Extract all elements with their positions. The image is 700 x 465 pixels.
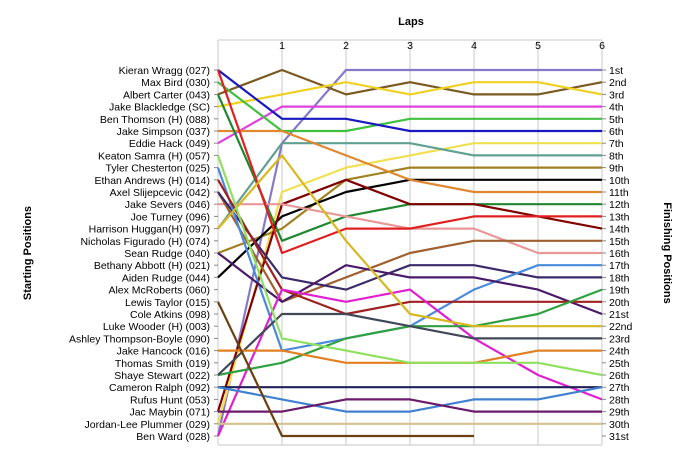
finishing-position-label: 11th [609,187,629,199]
finishing-position-label: 17th [609,260,630,272]
starting-position-label: Cameron Ralph (092) [109,382,210,394]
y-left-axis-title: Starting Positions [22,206,34,300]
x-axis-title: Laps [398,16,424,28]
finishing-position-label: 5th [609,114,624,126]
finishing-position-label: 18th [609,272,630,284]
finishing-position-label: 16th [609,248,630,260]
starting-position-label: Eddie Hack (049) [129,138,210,150]
starting-position-label: Bethany Abbott (H) (021) [94,260,210,272]
series-line-6 [217,69,602,133]
starting-position-label: Max Bird (030) [141,77,210,89]
finishing-position-label: 21st [609,309,629,321]
finishing-position-label: 12th [609,199,630,211]
series-line-11 [218,129,602,194]
lap-tick-label: 3 [407,40,413,52]
lap-tick-label: 4 [471,40,477,52]
starting-position-label: Albert Carter (043) [123,89,210,101]
finishing-position-label: 9th [609,163,624,175]
finishing-position-label: 22nd [609,321,633,333]
finishing-position-label: 2nd [609,77,627,89]
series-line-19 [217,252,603,316]
starting-position-label: Thomas Smith (019) [115,358,210,370]
finishing-position-label: 10th [609,175,630,187]
starting-position-label: Nicholas Figurado (H) (074) [80,236,210,248]
finishing-position-label: 30th [609,419,630,431]
starting-position-label: Sean Rudge (040) [124,248,210,260]
starting-position-label: Jake Blackledge (SC) [109,102,210,114]
starting-position-label: Harrison Huggan(H) (097) [89,224,210,236]
lap-tick-label: 6 [599,40,605,52]
finishing-position-label: 31st [609,431,629,443]
finishing-position-label: 23rd [609,333,630,345]
finishing-position-label: 8th [609,150,624,162]
finishing-position-label: 29th [609,407,630,419]
y-right-axis-title: Finishing Positions [661,202,673,303]
starting-position-label: Axel Slijepcevic (042) [110,187,210,199]
series-line-26 [216,155,603,377]
starting-position-label: Cole Atkins (098) [130,309,210,321]
finishing-position-label: 4th [609,102,624,114]
finishing-position-label: 14th [609,224,630,236]
starting-position-label: Ashley Thompson-Boyle (090) [69,333,210,345]
lap-tick-label: 5 [535,40,541,52]
series-line-2 [217,68,603,96]
finishing-position-labels: 1st2nd3rd4th5th6th7th8th9th10th11th12th1… [602,65,633,443]
starting-position-label: Aiden Rudge (044) [122,272,210,284]
finishing-position-label: 15th [609,236,630,248]
starting-position-label: Kieran Wragg (027) [119,65,210,77]
starting-position-label: Luke Wooder (H) (003) [103,321,210,333]
starting-position-label: Ben Thomson (H) (088) [100,114,210,126]
lap-tick-label: 1 [279,40,285,52]
grid-lines [217,39,603,446]
series-line-8 [217,142,602,230]
starting-position-label: Jake Severs (046) [125,199,210,211]
series-lines [216,68,603,438]
series-line-17 [217,191,602,291]
series-line-24 [217,154,602,328]
series-line-3 [217,81,603,108]
finishing-position-label: 26th [609,370,630,382]
starting-position-labels: Kieran Wragg (027)Max Bird (030)Albert C… [69,65,218,443]
series-line-7 [216,142,602,425]
starting-position-label: Jordan-Lee Plummer (029) [85,419,210,431]
lap-ticks: 1 2 3 4 5 6 [279,40,605,52]
starting-position-label: Alex McRoberts (060) [108,285,210,297]
starting-position-label: Jake Hancock (016) [117,346,210,358]
finishing-position-label: 25th [609,358,630,370]
starting-position-label: Ben Ward (028) [136,431,210,443]
starting-position-label: Jake Simpson (037) [117,126,210,138]
finishing-position-label: 6th [609,126,624,138]
series-line-31 [217,301,474,438]
series-line-23 [217,312,602,376]
series-line-29 [218,398,602,413]
starting-position-label: Keaton Samra (H) (057) [98,150,210,162]
series-line-9 [217,166,602,255]
finishing-position-label: 28th [609,394,630,406]
finishing-position-label: 20th [609,297,630,309]
starting-position-label: Jac Maybin (071) [129,407,210,419]
lap-tick-label: 2 [343,40,349,52]
starting-position-label: Shaye Stewart (022) [114,370,210,382]
starting-position-label: Tyler Chesterton (025) [106,163,210,175]
series-line-28 [217,386,603,413]
starting-position-label: Lewis Taylor (015) [125,297,210,309]
starting-position-label: Ethan Andrews (H) (014) [94,175,210,187]
finishing-position-label: 27th [609,382,630,394]
starting-position-label: Joe Turney (096) [131,211,210,223]
finishing-position-label: 24th [609,346,630,358]
series-line-21 [216,288,603,437]
starting-position-label: Rufus Hunt (053) [130,394,210,406]
finishing-position-label: 19th [609,285,630,297]
finishing-position-label: 13th [609,211,630,223]
series-line-4 [217,105,602,145]
series-line-15 [216,69,602,255]
finishing-position-label: 1st [609,65,623,77]
finishing-position-label: 7th [609,138,624,150]
finishing-position-label: 3rd [609,89,624,101]
